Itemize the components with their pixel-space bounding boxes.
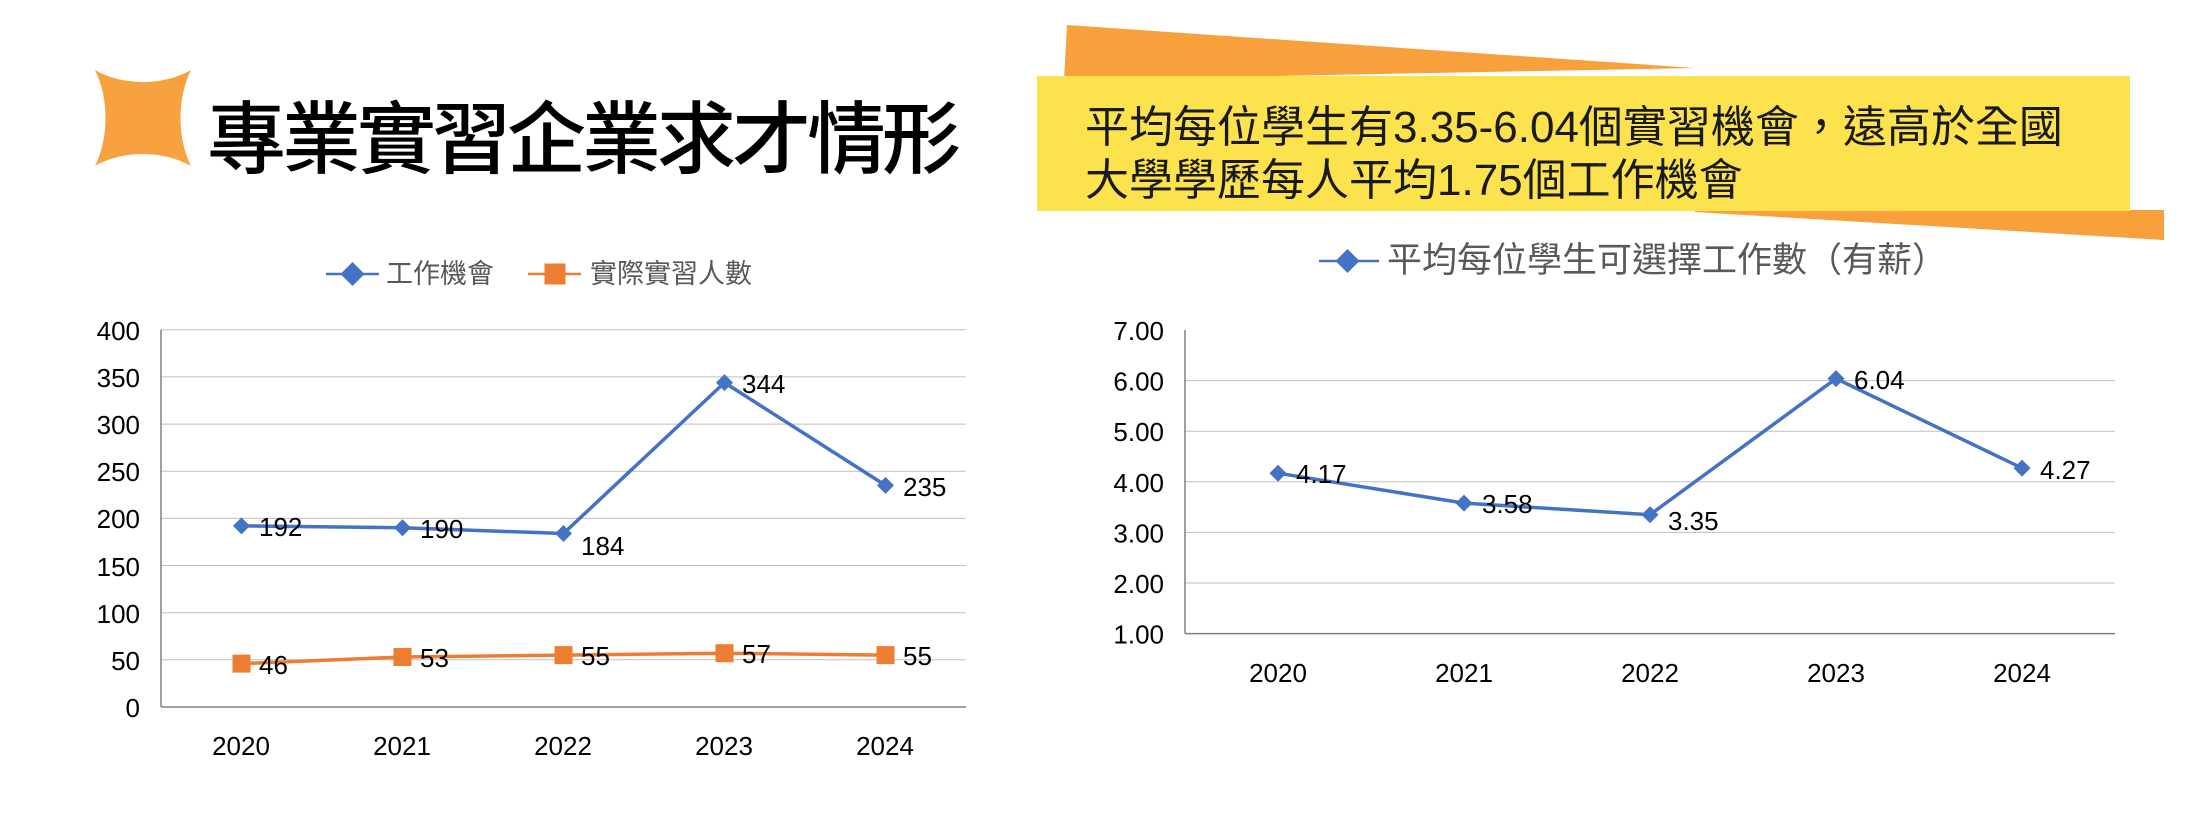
svg-text:4.17: 4.17 bbox=[1296, 459, 1347, 489]
svg-text:2.00: 2.00 bbox=[1113, 569, 1164, 599]
svg-text:3.58: 3.58 bbox=[1482, 489, 1533, 519]
svg-text:2022: 2022 bbox=[1621, 658, 1679, 688]
svg-text:5.00: 5.00 bbox=[1113, 417, 1164, 447]
svg-text:3.35: 3.35 bbox=[1668, 506, 1719, 536]
svg-text:6.04: 6.04 bbox=[1854, 365, 1905, 395]
svg-text:7.00: 7.00 bbox=[1113, 316, 1164, 346]
svg-text:1.00: 1.00 bbox=[1113, 620, 1164, 650]
svg-text:2024: 2024 bbox=[1993, 658, 2051, 688]
svg-text:4.00: 4.00 bbox=[1113, 468, 1164, 498]
svg-text:4.27: 4.27 bbox=[2040, 455, 2091, 485]
svg-text:2020: 2020 bbox=[1249, 658, 1307, 688]
svg-text:6.00: 6.00 bbox=[1113, 367, 1164, 397]
svg-text:3.00: 3.00 bbox=[1113, 518, 1164, 548]
svg-text:2023: 2023 bbox=[1807, 658, 1865, 688]
svg-text:2021: 2021 bbox=[1435, 658, 1493, 688]
